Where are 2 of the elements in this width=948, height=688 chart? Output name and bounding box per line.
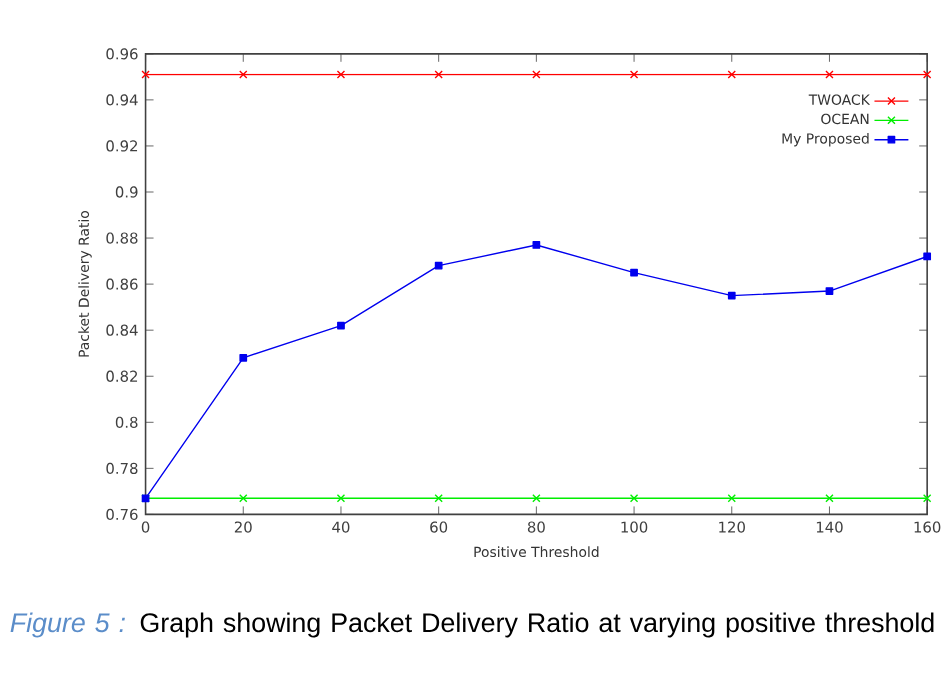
text: Graph showing Packet Delivery Ratio at varying positive threshold bbox=[140, 612, 934, 638]
caption: Figure 5 : bbox=[10, 612, 125, 638]
